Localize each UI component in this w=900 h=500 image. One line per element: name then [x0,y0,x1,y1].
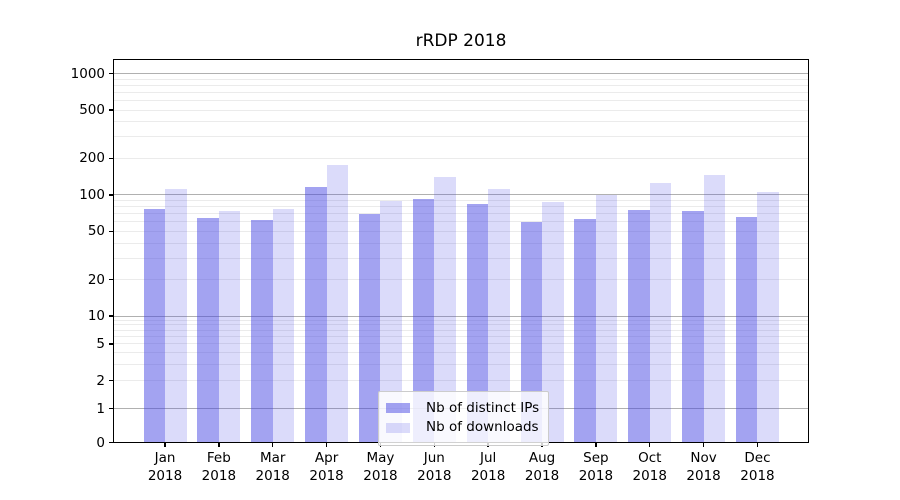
x-tick-label-jul: Jul 2018 [470,450,506,484]
bar-downloads-aug [542,201,564,442]
x-tick-label-oct: Oct 2018 [632,450,667,484]
x-tick-label-apr: Apr 2018 [309,450,344,484]
bar-downloads-jul [488,188,510,442]
bar-downloads-jan [165,189,187,442]
chart-title: rRDP 2018 [415,31,507,51]
y-gridline-minor [114,363,808,365]
x-tick-mark [648,443,651,447]
bar-ips-aug [520,221,543,442]
x-tick-label-aug: Aug 2018 [524,450,560,484]
bar-downloads-mar [272,209,295,442]
y-gridline-minor [114,99,808,101]
legend-label-distinct-ips: Nb of distinct IPs [426,399,540,416]
y-tick-label-5: 5 [96,335,105,352]
y-gridline-minor [114,242,808,244]
legend-item-distinct-ips: Nb of distinct IPs [386,400,539,417]
x-tick-mark [595,443,597,447]
x-tick-mark [164,443,166,447]
y-gridline-minor [114,206,808,208]
y-gridline-minor [114,324,808,326]
y-tick-label-200: 200 [79,150,105,167]
y-tick-label-1: 1 [96,400,105,417]
x-tick-label-jun: Jun 2018 [417,450,452,484]
y-gridline-major [114,315,808,317]
bar-ips-feb [197,218,219,442]
y-gridline-minor [114,121,808,123]
y-tick-label-2: 2 [96,372,105,389]
y-gridline-minor [114,380,808,382]
bar-downloads-jun [434,176,456,442]
y-gridline-minor [114,221,808,223]
y-gridline-minor [114,199,808,201]
grid-layer [114,60,808,442]
x-tick-label-jan: Jan 2018 [147,450,183,484]
x-tick-label-feb: Feb 2018 [201,450,237,484]
y-tick-label-500: 500 [79,102,105,119]
bar-downloads-oct [649,182,672,442]
bar-downloads-dec [757,191,779,442]
x-tick-label-nov: Nov 2018 [686,450,721,484]
bar-ips-dec [735,217,758,442]
y-gridline-minor [114,136,808,138]
bar-ips-sep [574,219,596,442]
y-gridline-minor [114,329,808,331]
x-tick-mark [325,443,328,447]
bar-downloads-feb [218,210,241,442]
x-tick-label-mar: Mar 2018 [255,450,290,484]
y-gridline-minor [114,279,808,280]
bar-ips-jan [143,208,165,442]
bar-ips-nov [682,211,704,442]
y-tick-label-20: 20 [87,271,105,288]
y-gridline-minor [114,84,808,86]
bar-ips-may [358,214,381,442]
y-gridline-major [114,194,808,196]
legend-swatch-downloads [386,422,410,433]
bar-ips-jul [466,203,489,442]
y-tick-label-50: 50 [87,223,105,240]
bar-downloads-sep [595,194,618,442]
legend-swatch-distinct-ips [386,403,410,413]
y-gridline-minor [114,336,808,338]
y-gridline-minor [114,319,808,321]
x-tick-label-dec: Dec 2018 [740,450,775,484]
x-tick-mark [271,443,274,447]
y-gridline-minor [114,109,808,111]
x-tick-mark [756,443,759,447]
y-gridline-minor [114,352,808,354]
y-gridline-minor [114,78,808,80]
y-tick-label-10: 10 [87,308,105,324]
x-tick-label-sep: Sep 2018 [578,450,614,484]
bar-ips-mar [251,219,273,442]
bar-downloads-nov [703,174,726,442]
x-tick-mark [218,443,220,447]
y-tick-label-100: 100 [79,186,105,203]
bar-ips-oct [628,209,650,442]
bar-ips-apr [305,186,327,442]
y-tick-label-1000: 1000 [70,65,105,82]
x-tick-mark [702,443,705,447]
bar-downloads-apr [326,164,349,442]
y-gridline-minor [114,157,808,159]
y-gridline-minor [114,257,808,259]
y-gridline-minor [114,230,808,232]
bar-ips-jun [412,198,435,442]
legend-label-downloads: Nb of downloads [426,419,539,435]
y-gridline-minor [114,343,808,345]
bars-layer [114,60,808,442]
x-tick-label-may: May 2018 [363,450,398,484]
y-tick-label-0: 0 [96,434,105,451]
bar-downloads-may [380,200,402,442]
y-gridline-minor [114,213,808,215]
plot-area [113,59,809,443]
y-gridline-major [114,73,808,75]
legend: Nb of distinct IPs Nb of downloads [378,391,550,446]
legend-item-downloads: Nb of downloads [386,419,539,436]
y-gridline-minor [114,91,808,93]
